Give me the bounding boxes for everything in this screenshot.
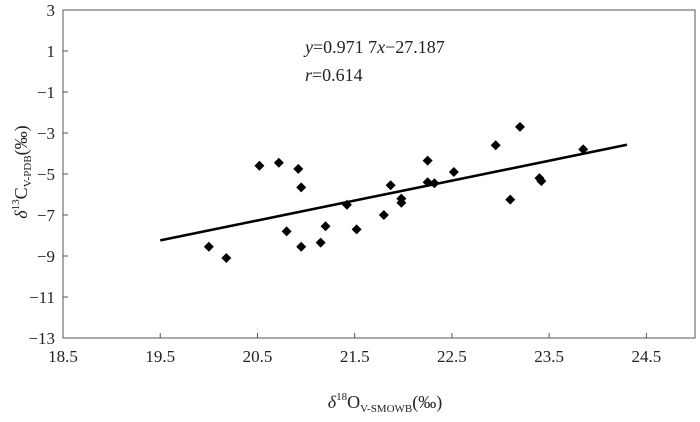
y-tick-label: −13 — [28, 329, 55, 348]
x-tick-label: 19.5 — [145, 347, 175, 366]
x-axis-title-sub: V-SMOWB — [360, 403, 412, 415]
data-point — [429, 178, 440, 189]
data-point — [221, 253, 232, 264]
data-point — [296, 182, 307, 193]
y-tick-label: −5 — [37, 165, 55, 184]
x-tick-label: 18.5 — [48, 347, 78, 366]
data-point — [378, 210, 389, 220]
data-point — [396, 197, 407, 208]
data-point — [448, 166, 459, 177]
data-point — [385, 180, 396, 191]
y-tick-label: −1 — [37, 83, 55, 102]
x-tick-label: 22.5 — [437, 347, 467, 366]
data-point — [203, 241, 214, 252]
data-point — [536, 176, 547, 187]
x-axis-title-suffix: (‰) — [412, 392, 442, 413]
y-axis-title-sup: 13 — [10, 199, 22, 211]
x-axis-title-sup: 18 — [336, 391, 348, 403]
annotation-equation: y=0.971 7x−27.187 r=0.614 — [303, 37, 445, 85]
equation-y-var: y — [303, 37, 313, 57]
y-axis-title-sub: V-PDB — [22, 155, 34, 187]
data-point — [281, 226, 292, 237]
equation-coefficient: =0.971 7 — [313, 37, 377, 57]
data-point — [578, 144, 589, 155]
y-tick-label: −9 — [37, 247, 55, 266]
data-point — [315, 237, 326, 248]
y-axis-title-suffix: (‰) — [11, 125, 32, 155]
data-point — [273, 157, 284, 168]
x-tick-label: 23.5 — [534, 347, 564, 366]
y-tick-label: −11 — [29, 288, 55, 307]
y-axis: 3 1 −1 −3 −5 −7 −9 −11 −13 — [28, 1, 68, 348]
data-point — [254, 160, 265, 171]
data-point — [422, 155, 433, 166]
correlation-value: =0.614 — [312, 65, 363, 85]
data-point — [505, 194, 516, 205]
y-tick-label: −3 — [37, 124, 55, 143]
equation-intercept: −27.187 — [385, 37, 445, 57]
x-axis-title: δ18OV-SMOWB(‰) — [328, 391, 443, 415]
trendline-layer — [159, 143, 628, 242]
x-axis: 18.5 19.5 20.5 21.5 22.5 23.5 24.5 — [48, 333, 661, 366]
trendline — [159, 143, 628, 242]
data-point — [341, 199, 352, 210]
y-tick-label: 1 — [47, 42, 56, 61]
y-tick-label: 3 — [47, 1, 56, 20]
correlation-r-var: r — [305, 65, 313, 85]
plot-frame — [62, 9, 696, 339]
data-point — [293, 163, 304, 174]
equation-x-var: x — [376, 37, 385, 57]
correlation-text: r=0.614 — [305, 65, 363, 85]
data-point — [296, 241, 307, 252]
equation-text: y=0.971 7x−27.187 — [303, 37, 445, 57]
data-point — [351, 224, 362, 235]
data-point — [320, 221, 331, 232]
x-tick-label: 21.5 — [340, 347, 370, 366]
y-axis-title: δ13CV-PDB(‰) — [10, 125, 34, 218]
y-axis-title-main: C — [11, 187, 31, 199]
data-point — [514, 121, 525, 132]
x-tick-label: 20.5 — [243, 347, 273, 366]
data-point — [422, 177, 433, 188]
data-point — [490, 140, 501, 151]
x-tick-label: 24.5 — [632, 347, 662, 366]
x-axis-title-prefix: δ — [328, 392, 337, 412]
y-tick-label: −7 — [37, 206, 56, 225]
y-axis-title-prefix: δ — [11, 210, 31, 219]
x-axis-title-main: O — [347, 392, 360, 412]
points-layer — [203, 121, 589, 264]
axes-layer — [62, 9, 696, 339]
